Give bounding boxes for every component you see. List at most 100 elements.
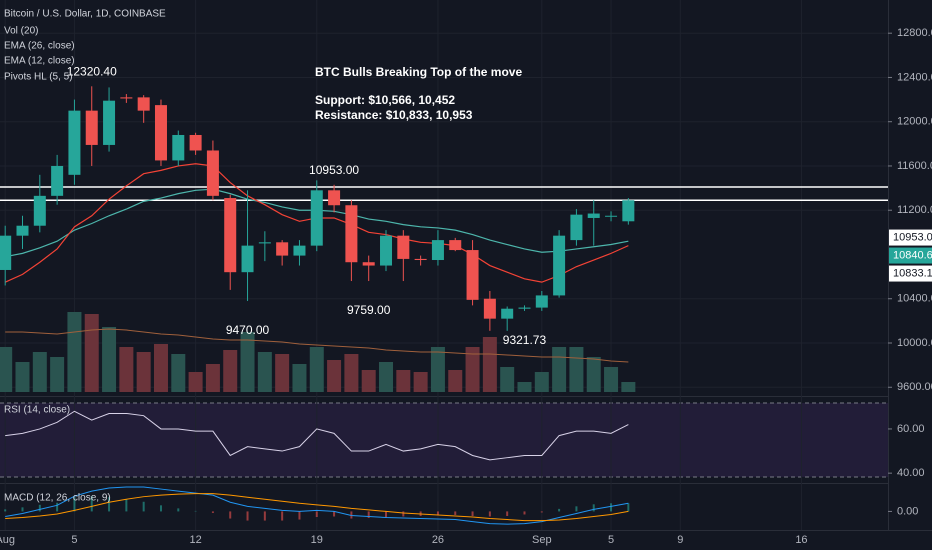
legend-entry: Pivots HL (5, 5) bbox=[4, 72, 73, 83]
y-tick-label: 12800.00 bbox=[897, 27, 932, 39]
volume-bar bbox=[482, 337, 497, 392]
candle-body bbox=[16, 225, 29, 236]
pivot-label: 9759.00 bbox=[347, 303, 391, 317]
volume-bar bbox=[413, 372, 428, 392]
volume-bar bbox=[240, 332, 255, 392]
candle-body bbox=[0, 235, 12, 270]
volume-bar bbox=[517, 382, 532, 392]
macd-histogram-bar bbox=[142, 501, 145, 512]
candle-body bbox=[345, 205, 358, 263]
candle-body bbox=[103, 100, 116, 145]
chart-title: Bitcoin / U.S. Dollar, 1D, COINBASE bbox=[4, 9, 166, 20]
x-tick-label: Sep bbox=[532, 534, 552, 546]
volume-bar bbox=[67, 312, 82, 392]
x-tick-label: 5 bbox=[71, 534, 77, 546]
signal-line bbox=[5, 493, 629, 522]
price-label-box bbox=[889, 247, 932, 264]
candle-body bbox=[414, 258, 427, 261]
y-tick-label: 40.00 bbox=[897, 467, 925, 479]
candle-body bbox=[622, 200, 635, 222]
candle-body bbox=[535, 295, 548, 308]
macd-histogram-bar bbox=[38, 504, 41, 512]
volume-bar bbox=[84, 314, 99, 392]
macd-histogram-bar bbox=[21, 507, 24, 512]
volume-bar bbox=[102, 327, 117, 392]
macd-histogram-bar bbox=[73, 497, 76, 512]
volume-bar bbox=[534, 372, 549, 392]
candle-body bbox=[362, 262, 375, 266]
volume-bar bbox=[275, 354, 290, 392]
macd-histogram-bar bbox=[177, 508, 180, 512]
candle-body bbox=[310, 190, 323, 246]
macd-histogram-bar bbox=[506, 511, 509, 516]
pivot-label: 9470.00 bbox=[226, 323, 270, 337]
volume-bar bbox=[586, 357, 601, 392]
candle-body bbox=[328, 190, 341, 206]
candle-body bbox=[570, 214, 583, 241]
candle-body bbox=[120, 97, 133, 99]
pivot-label: 9321.73 bbox=[503, 333, 547, 347]
volume-bar bbox=[465, 347, 480, 392]
candle-body bbox=[397, 235, 410, 259]
x-tick-label: 19 bbox=[311, 534, 323, 546]
volume-bar bbox=[188, 372, 203, 392]
macd-histogram-bar bbox=[211, 511, 214, 513]
macd-histogram-bar bbox=[90, 496, 93, 512]
volume-bar bbox=[171, 354, 186, 392]
volume-bar bbox=[205, 364, 220, 392]
legend-entry: EMA (26, close) bbox=[4, 41, 75, 52]
macd-histogram-bar bbox=[125, 499, 128, 512]
candle-body bbox=[172, 134, 185, 161]
macd-histogram-bar bbox=[627, 503, 630, 512]
candle-body bbox=[449, 240, 462, 251]
macd-histogram-bar bbox=[436, 511, 439, 516]
volume-bar bbox=[448, 370, 463, 392]
candle-body bbox=[33, 195, 46, 226]
volume-bar bbox=[309, 347, 324, 392]
macd-histogram-bar bbox=[402, 511, 405, 517]
volume-bar bbox=[500, 367, 515, 392]
volume-bar bbox=[569, 347, 584, 392]
y-tick-label: 11600.00 bbox=[897, 160, 932, 172]
price-label: 10953.0 bbox=[893, 231, 932, 243]
price-label: 10833.1 bbox=[893, 267, 932, 279]
volume-bar bbox=[15, 362, 30, 392]
volume-bar bbox=[292, 364, 307, 392]
volume-bar bbox=[552, 347, 567, 392]
macd-line bbox=[5, 486, 629, 525]
volume-bar bbox=[361, 370, 376, 392]
candle-body bbox=[68, 110, 81, 175]
candle-body bbox=[293, 245, 306, 256]
volume-bar bbox=[396, 370, 411, 392]
macd-histogram-bar bbox=[488, 511, 491, 517]
macd-histogram-bar bbox=[194, 510, 197, 512]
volume-bar bbox=[379, 362, 394, 392]
annotation: Resistance: $10,833, 10,953 bbox=[315, 108, 473, 122]
volume-bar bbox=[32, 352, 47, 392]
volume-bar bbox=[50, 357, 65, 392]
macd-histogram-bar bbox=[315, 511, 318, 518]
macd-histogram-bar bbox=[385, 511, 388, 518]
volume-bar bbox=[344, 354, 359, 392]
y-tick-label: 11200.00 bbox=[897, 204, 932, 216]
legend-entry: RSI (14, close) bbox=[4, 405, 70, 416]
macd-histogram-bar bbox=[56, 502, 59, 512]
macd-histogram-bar bbox=[592, 504, 595, 512]
macd-histogram-bar bbox=[108, 497, 111, 512]
y-tick-label: 60.00 bbox=[897, 423, 925, 435]
rsi-band bbox=[0, 403, 888, 477]
macd-histogram-bar bbox=[558, 508, 561, 512]
candle-body bbox=[466, 250, 479, 300]
candle-body bbox=[85, 110, 98, 145]
x-tick-label: 26 bbox=[432, 534, 444, 546]
volume-bar bbox=[604, 367, 619, 392]
candle-body bbox=[483, 298, 496, 319]
candle-body bbox=[501, 308, 514, 319]
macd-histogram-bar bbox=[523, 511, 526, 515]
macd-histogram-bar bbox=[575, 506, 578, 512]
candle-body bbox=[189, 134, 202, 151]
y-tick-label: 12000.00 bbox=[897, 116, 932, 128]
y-tick-label: 12400.00 bbox=[897, 71, 932, 83]
macd-histogram-bar bbox=[367, 511, 370, 519]
